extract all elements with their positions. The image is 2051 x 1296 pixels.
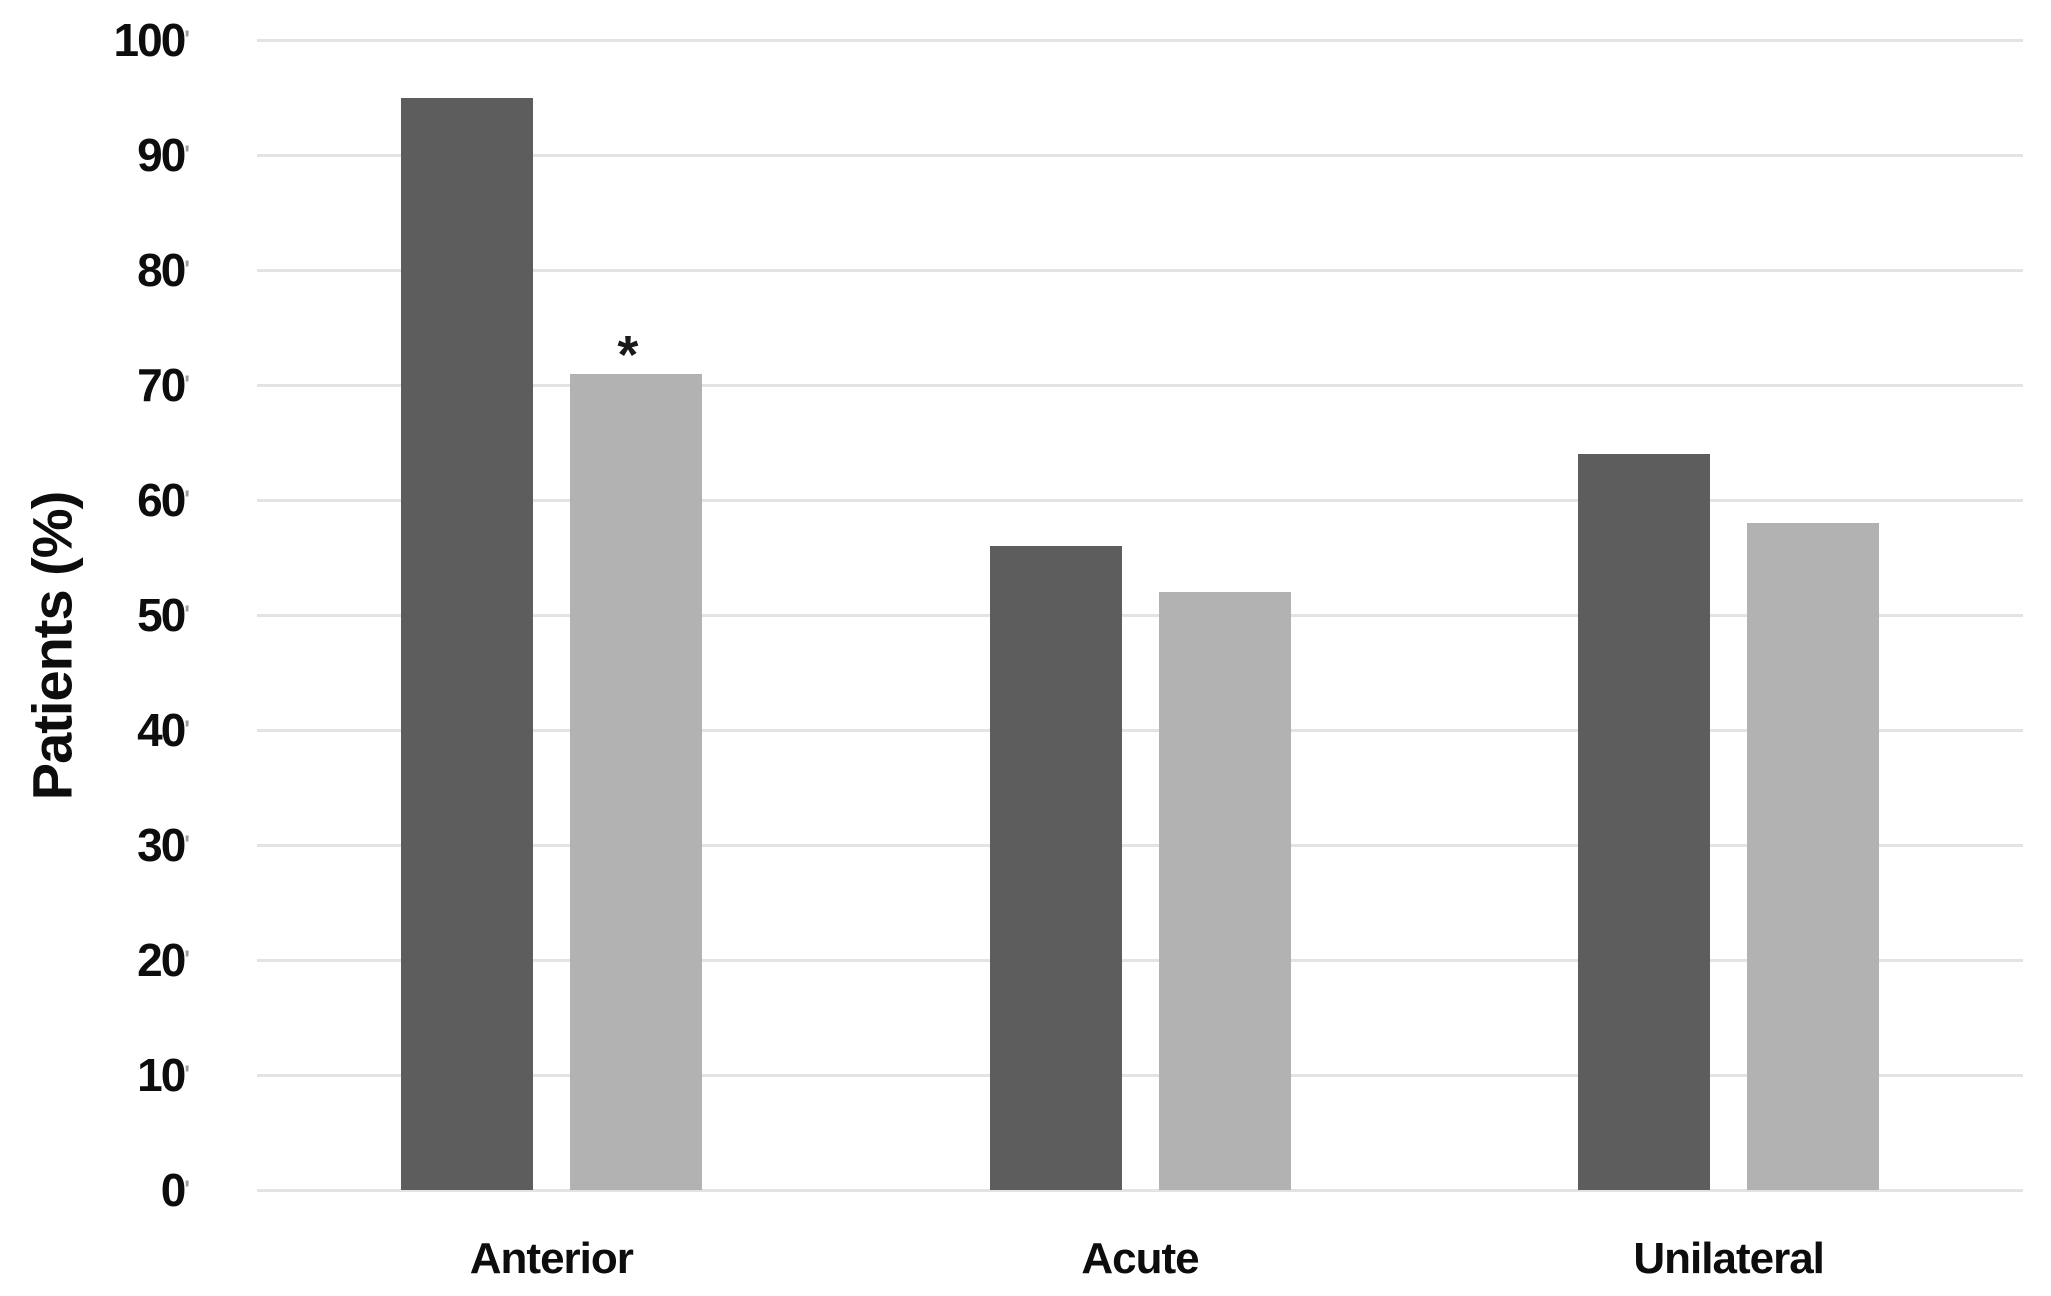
y-tick-label-90: 90'	[137, 129, 190, 181]
gridline-90	[257, 153, 2023, 157]
gridline-20	[257, 958, 2023, 962]
bar-acute-series-2-light-gray	[1158, 592, 1291, 1190]
y-tick-label-30: 30'	[137, 819, 190, 871]
y-tick-label-60: 60'	[137, 474, 190, 526]
y-tick-remnant-mark: '	[184, 26, 190, 53]
category-label-unilateral: Unilateral	[1633, 1234, 1825, 1283]
y-tick-remnant-mark: '	[184, 1176, 190, 1203]
y-tick-remnant-mark: '	[184, 486, 190, 513]
y-tick-remnant-mark: '	[184, 141, 190, 168]
y-tick-remnant-mark: '	[184, 946, 190, 973]
gridline-100	[257, 38, 2023, 42]
y-tick-remnant-mark: '	[184, 371, 190, 398]
bar-unilateral-series-2-light-gray	[1747, 523, 1880, 1190]
y-tick-label-80: 80'	[137, 244, 190, 296]
bar-anterior-series-1-dark-gray	[400, 97, 533, 1190]
gridline-40	[257, 728, 2023, 732]
y-tick-remnant-mark: '	[184, 716, 190, 743]
y-tick-remnant-mark: '	[184, 601, 190, 628]
y-tick-label-50: 50'	[137, 589, 190, 641]
y-tick-remnant-mark: '	[184, 1061, 190, 1088]
gridline-50	[257, 613, 2023, 617]
y-tick-label-40: 40'	[137, 704, 190, 756]
y-tick-label-0: 0'	[160, 1164, 190, 1216]
y-tick-label-20: 20'	[137, 934, 190, 986]
category-label-acute: Acute	[1081, 1234, 1199, 1283]
y-tick-remnant-mark: '	[184, 831, 190, 858]
y-tick-label-70: 70'	[137, 359, 190, 411]
category-label-anterior: Anterior	[469, 1234, 634, 1283]
gridline-80	[257, 268, 2023, 272]
gridline-30	[257, 843, 2023, 847]
bar-unilateral-series-1-dark-gray	[1578, 454, 1711, 1190]
y-tick-label-100: 100'	[113, 14, 190, 66]
significance-asterisk: *	[617, 324, 639, 385]
gridline-70	[257, 383, 2023, 387]
gridline-60	[257, 498, 2023, 502]
gridline-0	[257, 1188, 2023, 1192]
y-tick-remnant-mark: '	[184, 256, 190, 283]
bar-anterior-series-2-light-gray	[569, 373, 702, 1190]
bar-acute-series-1-dark-gray	[989, 546, 1122, 1190]
y-tick-label-10: 10'	[137, 1049, 190, 1101]
gridline-10	[257, 1073, 2023, 1077]
